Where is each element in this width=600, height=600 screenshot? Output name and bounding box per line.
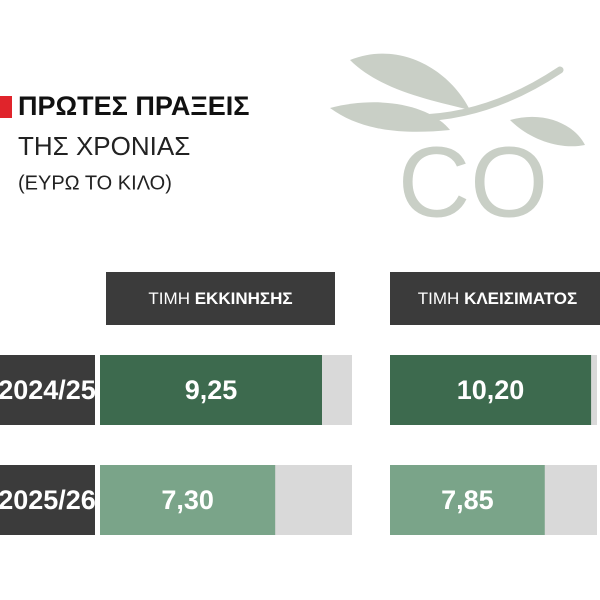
bar <box>390 355 592 425</box>
column-header <box>106 272 335 325</box>
leaf <box>350 53 470 110</box>
bar <box>390 465 545 535</box>
column-title-part: ΤΙΜΗ <box>418 289 460 308</box>
header-subtitle: ΤΗΣ ΧΡΟΝΙΑΣ <box>18 131 190 161</box>
category-box <box>0 465 95 535</box>
category-label: 2024/25 <box>0 375 96 405</box>
column-title-part: ΚΛΕΙΣΙΜΑΤΟΣ <box>464 289 577 308</box>
column-title: ΤΙΜΗ ΚΛΕΙΣΙΜΑΤΟΣ <box>418 289 577 308</box>
category-box <box>0 355 95 425</box>
value-label: 7,30 <box>161 485 214 515</box>
bar <box>100 355 322 425</box>
category-label: 2025/26 <box>0 485 96 515</box>
column-header <box>390 272 600 325</box>
column-title: ΤΙΜΗ ΕΚΚΙΝΗΣΗΣ <box>148 289 292 308</box>
value-label: 10,20 <box>457 375 525 405</box>
bar <box>100 465 276 535</box>
logo-text: CO <box>398 126 548 238</box>
header-title: ΠΡΩΤΕΣ ΠΡΑΞΕΙΣ <box>18 91 249 121</box>
red-marker <box>0 96 12 118</box>
header-unit: (ΕΥΡΩ ΤΟ ΚΙΛΟ) <box>18 172 172 194</box>
column-title-part: ΤΙΜΗ <box>148 289 190 308</box>
column-title-part: ΕΚΚΙΝΗΣΗΣ <box>195 289 293 308</box>
value-label: 9,25 <box>185 375 238 405</box>
leaf <box>510 116 585 147</box>
value-label: 7,85 <box>441 485 494 515</box>
logo: CO <box>330 53 585 238</box>
branch <box>356 66 564 122</box>
